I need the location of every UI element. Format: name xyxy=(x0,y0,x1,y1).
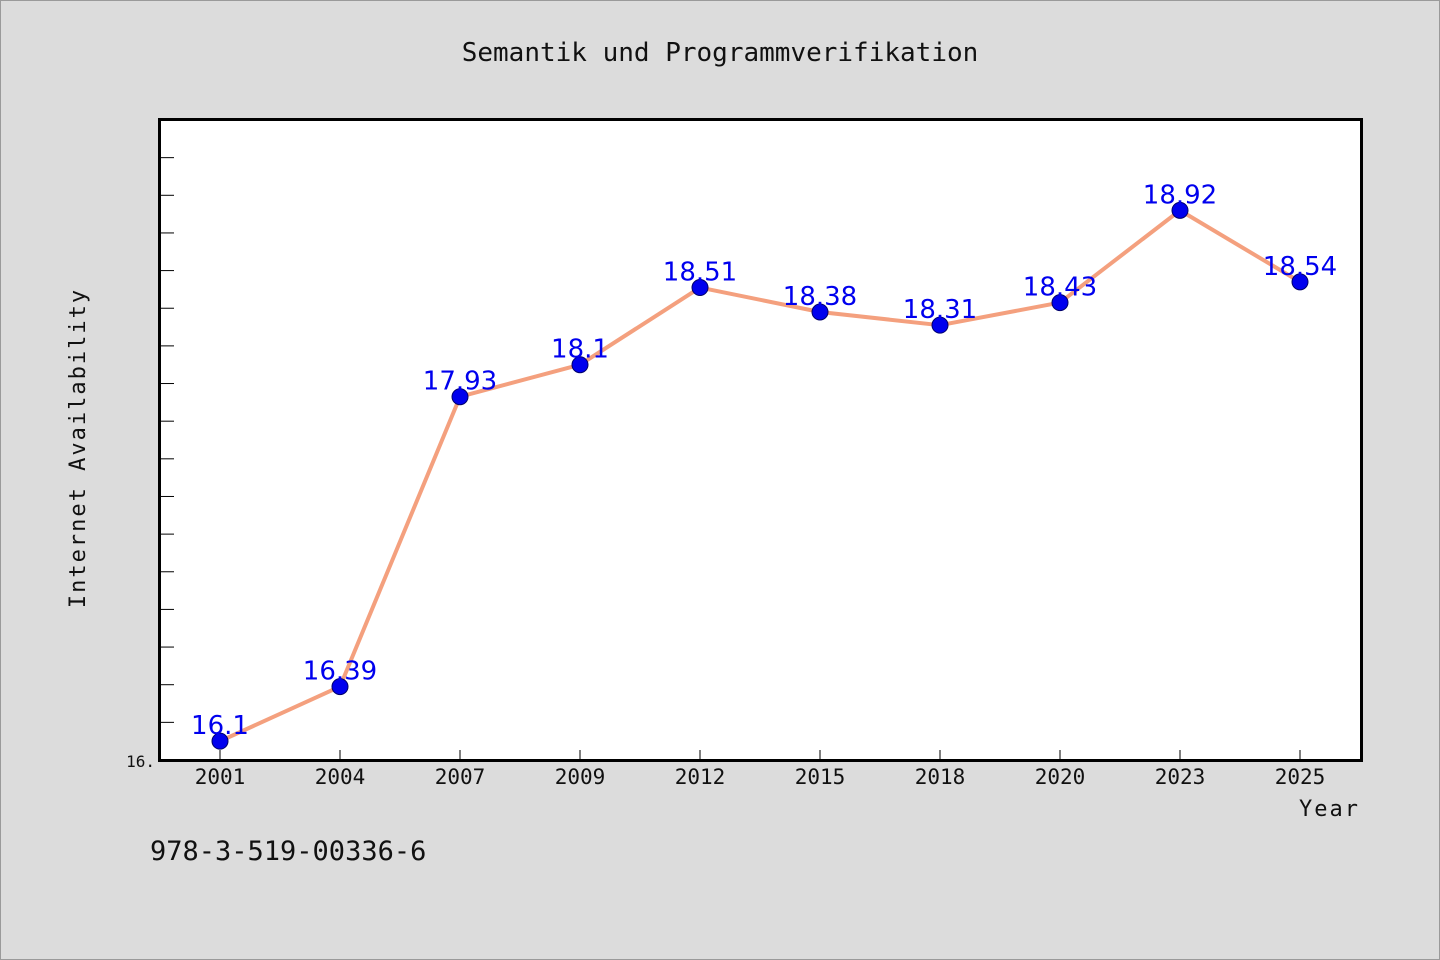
data-label: 18.1 xyxy=(551,335,609,365)
x-tick-label: 2009 xyxy=(555,765,606,789)
data-point xyxy=(691,279,709,297)
data-label: 16.39 xyxy=(303,657,377,687)
data-labels: 16.1 16.39 17.93 18.1 18.51 18.38 18.31 18.43 18… xyxy=(191,180,1337,741)
series-markers xyxy=(211,201,1309,750)
x-tick-label: 2001 xyxy=(195,765,246,789)
y-tick-label: 16. xyxy=(126,752,155,771)
x-tick-label: 2007 xyxy=(435,765,486,789)
isbn-text: 978-3-519-00336-6 xyxy=(150,836,427,867)
x-tick-label: 2025 xyxy=(1275,765,1326,789)
data-point xyxy=(571,356,589,374)
x-axis-ticks: 2001 2004 2007 2009 2012 2015 2018 2020 2023 2025 xyxy=(195,750,1326,789)
data-point xyxy=(1051,294,1069,312)
data-point xyxy=(451,388,469,406)
data-label: 17.93 xyxy=(423,367,497,397)
data-point xyxy=(211,732,229,750)
series-line xyxy=(218,208,1302,744)
data-point xyxy=(331,678,349,696)
x-tick-label: 2023 xyxy=(1155,765,1206,789)
data-label: 18.92 xyxy=(1143,180,1217,210)
data-label: 18.54 xyxy=(1263,252,1337,282)
data-point xyxy=(811,303,829,321)
x-tick-label: 2004 xyxy=(315,765,366,789)
data-label: 18.38 xyxy=(783,282,857,312)
x-tick-label: 2012 xyxy=(675,765,726,789)
x-tick-label: 2015 xyxy=(795,765,846,789)
x-tick-label: 2018 xyxy=(915,765,966,789)
data-label: 16.1 xyxy=(191,711,249,741)
x-tick-label: 2020 xyxy=(1035,765,1086,789)
y-axis-ticks xyxy=(160,119,174,761)
x-axis-label: Year xyxy=(1299,797,1360,822)
chart-title: Semantik und Programmverifikation xyxy=(462,38,979,68)
data-label: 18.51 xyxy=(663,258,737,288)
data-label: 18.31 xyxy=(903,295,977,325)
y-axis-label: Internet Availability xyxy=(66,288,91,608)
data-label: 18.43 xyxy=(1023,273,1097,303)
data-point xyxy=(1171,201,1189,219)
data-point xyxy=(931,316,949,334)
data-point xyxy=(1291,273,1309,291)
